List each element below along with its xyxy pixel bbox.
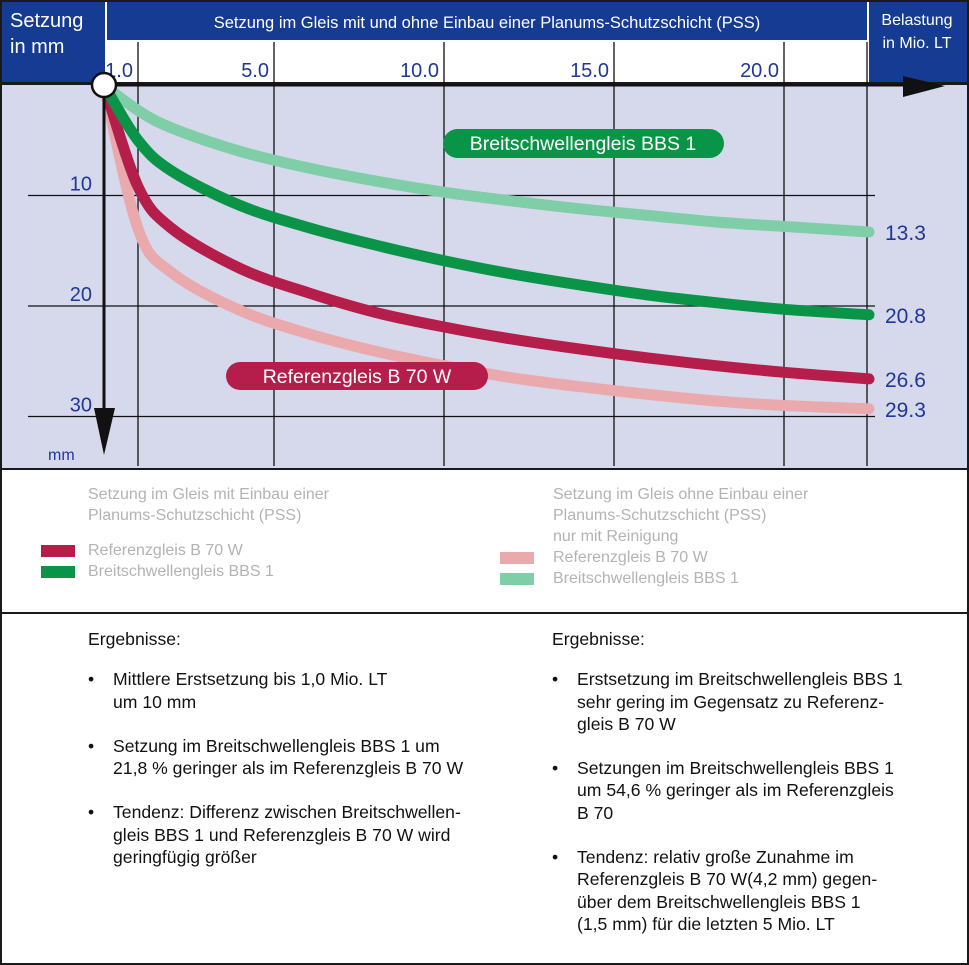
result-bullet: • Tendenz: Differenz zwischen Breitschwe… xyxy=(88,801,528,868)
result-bullet: • Mittlere Erstsetzung bis 1,0 Mio. LT u… xyxy=(88,668,528,713)
y-tick-label: 30 xyxy=(70,395,92,417)
series-line-referenz-mit xyxy=(98,79,875,385)
results-right-heading: Ergebnisse: xyxy=(552,629,645,649)
x-axis-arrowhead xyxy=(903,76,945,97)
bullet-symbol: • xyxy=(552,669,559,690)
legend-swatch-bbs-mit xyxy=(41,566,75,578)
result-bullet: • Setzung im Breitschwellengleis BBS 1 u… xyxy=(88,735,528,780)
results-left-heading: Ergebnisse: xyxy=(88,629,181,649)
x-tick-label: 10.0 xyxy=(400,60,439,82)
annotation-referenz-pill xyxy=(226,362,488,390)
results: Ergebnisse: • Mittlere Erstsetzung bis 1… xyxy=(0,614,969,963)
end-value-label: 20.8 xyxy=(885,305,926,328)
results-left: Ergebnisse: • Mittlere Erstsetzung bis 1… xyxy=(88,628,528,890)
settlement-chart: Setzung in mm Setzung im Gleis mit und o… xyxy=(2,2,967,468)
legend-right-heading: Setzung im Gleis ohne Einbau einer Planu… xyxy=(553,486,809,545)
origin-marker xyxy=(90,71,118,99)
legend: Setzung im Gleis mit Einbau einer Planum… xyxy=(0,470,969,613)
y-tick-label: 10 xyxy=(70,174,92,196)
result-bullet-text: Erstsetzung im Breitschwellengleis BBS 1… xyxy=(577,669,903,734)
x-tick-label: 5.0 xyxy=(241,60,269,82)
y-tick-labels: 10 20 30 xyxy=(70,174,92,417)
result-bullet-text: Mittlere Erstsetzung bis 1,0 Mio. LT um … xyxy=(113,669,388,712)
end-value-labels: 13.3 20.8 26.6 29.3 xyxy=(885,222,926,422)
series-line-bbs-ohne xyxy=(98,79,875,238)
legend-item-bbs-ohne: Breitschwellengleis BBS 1 xyxy=(500,568,953,589)
y-axis-arrowhead xyxy=(94,408,115,455)
legend-swatch-bbs-ohne xyxy=(500,573,534,585)
tick-row xyxy=(107,42,867,83)
header-y-label-box xyxy=(2,2,105,83)
x-axis-title-line2: in Mio. LT xyxy=(882,35,951,52)
bullet-symbol: • xyxy=(88,669,95,690)
header-title-box xyxy=(107,2,867,40)
legend-left: Setzung im Gleis mit Einbau einer Planum… xyxy=(41,484,488,582)
legend-label: Referenzgleis B 70 W xyxy=(553,549,708,566)
end-value-label: 29.3 xyxy=(885,399,926,422)
legend-label: Breitschwellengleis BBS 1 xyxy=(88,563,274,580)
series-line-bbs-mit xyxy=(98,79,875,321)
series-lines xyxy=(98,79,875,415)
end-value-label: 26.6 xyxy=(885,369,926,392)
legend-swatch-referenz-ohne xyxy=(500,552,534,564)
y-tick-label: 20 xyxy=(70,284,92,306)
legend-item-referenz-mit: Referenzgleis B 70 W xyxy=(41,540,488,561)
legend-right: Setzung im Gleis ohne Einbau einer Planu… xyxy=(500,484,953,589)
bullet-symbol: • xyxy=(88,802,95,823)
legend-label: Referenzgleis B 70 W xyxy=(88,542,243,559)
result-bullet: • Erstsetzung im Breitschwellengleis BBS… xyxy=(552,668,962,735)
bullet-symbol: • xyxy=(552,758,559,779)
result-bullet: • Tendenz: relativ große Zunahme im Refe… xyxy=(552,846,962,935)
result-bullet-text: Setzungen im Breitschwellengleis BBS 1 u… xyxy=(577,758,894,823)
separator-chart-legend xyxy=(2,468,967,470)
x-tick-label: 15.0 xyxy=(570,60,609,82)
annotation-bbs-pill xyxy=(443,129,724,158)
end-value-label: 13.3 xyxy=(885,222,926,245)
bullet-symbol: • xyxy=(88,735,95,756)
chart-title: Setzung im Gleis mit und ohne Einbau ein… xyxy=(214,14,761,32)
result-bullet-text: Setzung im Breitschwellengleis BBS 1 um … xyxy=(113,735,464,779)
annotation-bbs-text: Breitschwellengleis BBS 1 xyxy=(470,133,697,155)
results-right: Ergebnisse: • Erstsetzung im Breitschwel… xyxy=(552,628,962,957)
x-axis-title-line1: Belastung xyxy=(881,12,952,29)
x-tick-labels: 1.0 5.0 10.0 15.0 20.0 xyxy=(105,60,779,82)
y-unit-label: mm xyxy=(48,447,75,464)
legend-left-heading: Setzung im Gleis mit Einbau einer Planum… xyxy=(88,486,329,524)
y-axis-title-line1: Setzung xyxy=(10,10,83,32)
bullet-symbol: • xyxy=(552,847,559,868)
result-bullet-text: Tendenz: Differenz zwischen Breitschwell… xyxy=(113,802,461,868)
legend-label: Breitschwellengleis BBS 1 xyxy=(553,570,739,587)
result-bullet: • Setzungen im Breitschwellengleis BBS 1… xyxy=(552,757,962,824)
legend-item-bbs-mit: Breitschwellengleis BBS 1 xyxy=(41,561,488,582)
result-bullet-text: Tendenz: relativ große Zunahme im Refere… xyxy=(577,847,878,934)
legend-swatch-referenz-mit xyxy=(41,545,75,557)
y-axis-title-line2: in mm xyxy=(10,36,64,58)
separator-legend-results xyxy=(2,612,967,614)
annotation-referenz-text: Referenzgleis B 70 W xyxy=(263,366,452,388)
legend-item-referenz-ohne: Referenzgleis B 70 W xyxy=(500,547,953,568)
header-x-label-box xyxy=(869,2,967,83)
x-tick-label: 20.0 xyxy=(740,60,779,82)
